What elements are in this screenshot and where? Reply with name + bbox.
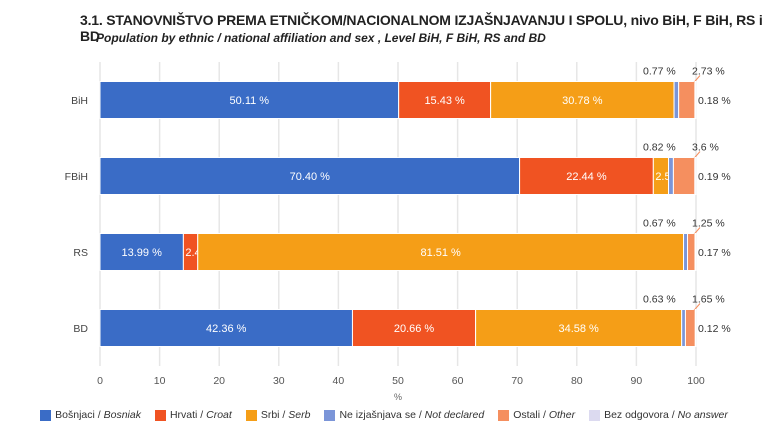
chart-title: 3.1. STANOVNIŠTVO PREMA ETNIČKOM/NACIONA… — [80, 12, 763, 44]
data-label: 0.18 % — [698, 95, 731, 107]
legend-swatch — [40, 409, 52, 421]
legend-swatch — [154, 409, 166, 421]
bar-segment — [694, 309, 697, 347]
data-label: 1.25 % — [692, 218, 725, 230]
x-axis-label: % — [394, 392, 402, 402]
data-label: 0.82 % — [643, 142, 676, 154]
x-tick-label: 70 — [511, 375, 523, 387]
x-tick-label: 30 — [273, 375, 285, 387]
legend-label: Bošnjaci / Bosniak — [55, 409, 141, 421]
bar-segment — [687, 233, 696, 271]
x-tick-label: 40 — [333, 375, 345, 387]
leader-line — [692, 151, 701, 160]
data-label: 20.66 % — [394, 323, 435, 335]
data-label: 70.40 % — [290, 171, 331, 183]
leader-line — [692, 75, 701, 84]
leader-line — [692, 227, 701, 236]
legend-label: Hrvati / Croat — [169, 409, 232, 421]
x-tick-label: 0 — [97, 375, 103, 387]
bar-segment — [668, 157, 674, 195]
category-label: BiH — [71, 95, 88, 107]
bar-segment — [694, 157, 697, 195]
data-label: 34.58 % — [558, 323, 599, 335]
x-tick-label: 10 — [154, 375, 166, 387]
bar-segment — [475, 309, 683, 347]
legend-label: Bez odgovora / No answer — [604, 409, 728, 421]
x-tick-label: 80 — [571, 375, 583, 387]
legend-label: Ostali / Other — [513, 409, 576, 421]
x-tick-label: 100 — [687, 375, 705, 387]
legend-swatch — [498, 409, 510, 421]
bar-segment — [197, 233, 685, 271]
legend-swatch — [589, 409, 601, 421]
legend-item: Bez odgovora / No answer — [589, 409, 728, 421]
legend-item: Bošnjaci / Bosniak — [40, 409, 141, 421]
data-label: 0.19 % — [698, 171, 731, 183]
legend-label: Srbi / Serb — [260, 409, 311, 421]
x-tick-label: 90 — [631, 375, 643, 387]
data-label: 42.36 % — [206, 323, 247, 335]
bar-segment — [684, 309, 696, 347]
bar-segment — [672, 157, 696, 195]
data-label: 30.78 % — [562, 95, 603, 107]
bar-segment — [490, 81, 675, 119]
legend-swatch — [324, 409, 336, 421]
bar-segment — [694, 233, 697, 271]
data-label: 1.65 % — [692, 294, 725, 306]
legend-swatch — [245, 409, 257, 421]
legend-item: Hrvati / Croat — [154, 409, 232, 421]
leader-line — [692, 303, 701, 312]
category-label: FBiH — [65, 171, 88, 183]
x-tick-label: 60 — [452, 375, 464, 387]
data-label: 2.73 % — [692, 66, 725, 78]
bar-segment — [681, 309, 686, 347]
category-label: RS — [73, 247, 88, 259]
category-label: BD — [73, 323, 88, 335]
data-label: 50.11 % — [230, 95, 270, 107]
legend-item: Ne izjašnjava se / Not declared — [324, 409, 484, 421]
bar-segment — [678, 81, 696, 119]
data-label: 22.44 % — [566, 171, 607, 183]
legend: Bošnjaci / Bosniak Hrvati / Croat Srbi / S… — [0, 409, 768, 421]
bar-segment — [398, 81, 492, 119]
bar-segment — [694, 81, 697, 119]
x-tick-label: 20 — [213, 375, 225, 387]
data-label: 0.12 % — [698, 323, 731, 335]
legend-item: Srbi / Serb — [245, 409, 311, 421]
bar-segment — [99, 81, 400, 119]
data-label: 0.77 % — [643, 66, 676, 78]
legend-label: Ne izjašnjava se / Not declared — [339, 409, 485, 421]
data-label: 81.51 % — [420, 247, 461, 259]
data-label: 13.99 % — [122, 247, 163, 259]
bar-segment — [673, 81, 680, 119]
data-label: 0.63 % — [643, 294, 676, 306]
x-tick-label: 50 — [392, 375, 404, 387]
data-label: 15.43 % — [424, 95, 465, 107]
bar-segment — [683, 233, 689, 271]
data-label: 3.6 % — [692, 142, 719, 154]
bar-segment — [99, 309, 353, 347]
bar-segment — [351, 309, 477, 347]
data-label: 0.67 % — [643, 218, 676, 230]
chart-subtitle: Population by ethnic / national affiliat… — [96, 31, 546, 45]
legend-item: Ostali / Other — [498, 409, 575, 421]
data-label: 0.17 % — [698, 247, 731, 259]
bar-segment — [99, 233, 184, 271]
